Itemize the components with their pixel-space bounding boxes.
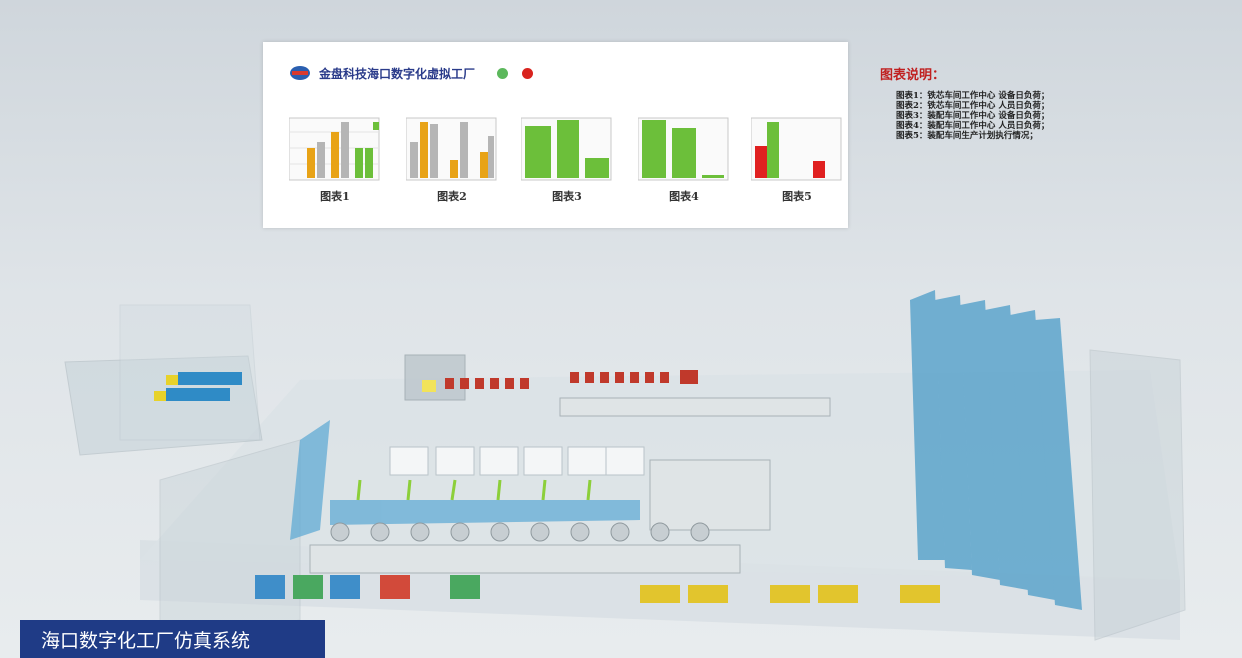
legend-item: 图表1：铁芯车间工作中心 设备日负荷； bbox=[896, 91, 1050, 101]
chart-5[interactable]: 图表5 bbox=[751, 114, 843, 222]
truck-1 bbox=[166, 372, 242, 385]
chart-4-label: 图表4 bbox=[669, 190, 699, 203]
system-title-bar: 海口数字化工厂仿真系统 bbox=[20, 620, 325, 658]
chart-4[interactable]: 图表4 bbox=[638, 114, 730, 222]
chart-5-label: 图表5 bbox=[782, 190, 812, 203]
legend-item: 图表4：装配车间工作中心 人员日负荷； bbox=[896, 121, 1050, 131]
panel-title: 金盘科技海口数字化虚拟工厂 bbox=[319, 66, 476, 81]
chart-2[interactable]: 图表2 bbox=[406, 114, 498, 222]
company-logo bbox=[289, 65, 311, 81]
legend-item: 图表5：装配车间生产计划执行情况； bbox=[896, 131, 1038, 141]
chart-2-label: 图表2 bbox=[437, 190, 467, 203]
legend-item: 图表2：铁芯车间工作中心 人员日负荷； bbox=[896, 101, 1050, 111]
chart-legend: 图表说明： 图表1：铁芯车间工作中心 设备日负荷； 图表2：铁芯车间工作中心 人… bbox=[880, 64, 1140, 141]
panel-header: 金盘科技海口数字化虚拟工厂 bbox=[289, 62, 534, 84]
truck-2 bbox=[154, 388, 230, 401]
status-red-indicator bbox=[522, 67, 534, 79]
chart-1-label: 图表1 bbox=[320, 190, 350, 203]
storage-racks bbox=[910, 290, 1082, 610]
charts-row: 图表1 图表2 图表3 bbox=[289, 114, 845, 222]
legend-item: 图表3：装配车间工作中心 设备日负荷； bbox=[896, 111, 1050, 121]
chart-3-label: 图表3 bbox=[552, 190, 582, 203]
legend-list: 图表1：铁芯车间工作中心 设备日负荷； 图表2：铁芯车间工作中心 人员日负荷； … bbox=[880, 91, 1140, 141]
chart-1[interactable]: 图表1 bbox=[289, 114, 381, 222]
dashboard-panel: 金盘科技海口数字化虚拟工厂 图表1 bbox=[263, 42, 848, 228]
chart-3[interactable]: 图表3 bbox=[521, 114, 613, 222]
legend-title: 图表说明： bbox=[880, 68, 946, 83]
status-green-indicator bbox=[497, 67, 509, 79]
